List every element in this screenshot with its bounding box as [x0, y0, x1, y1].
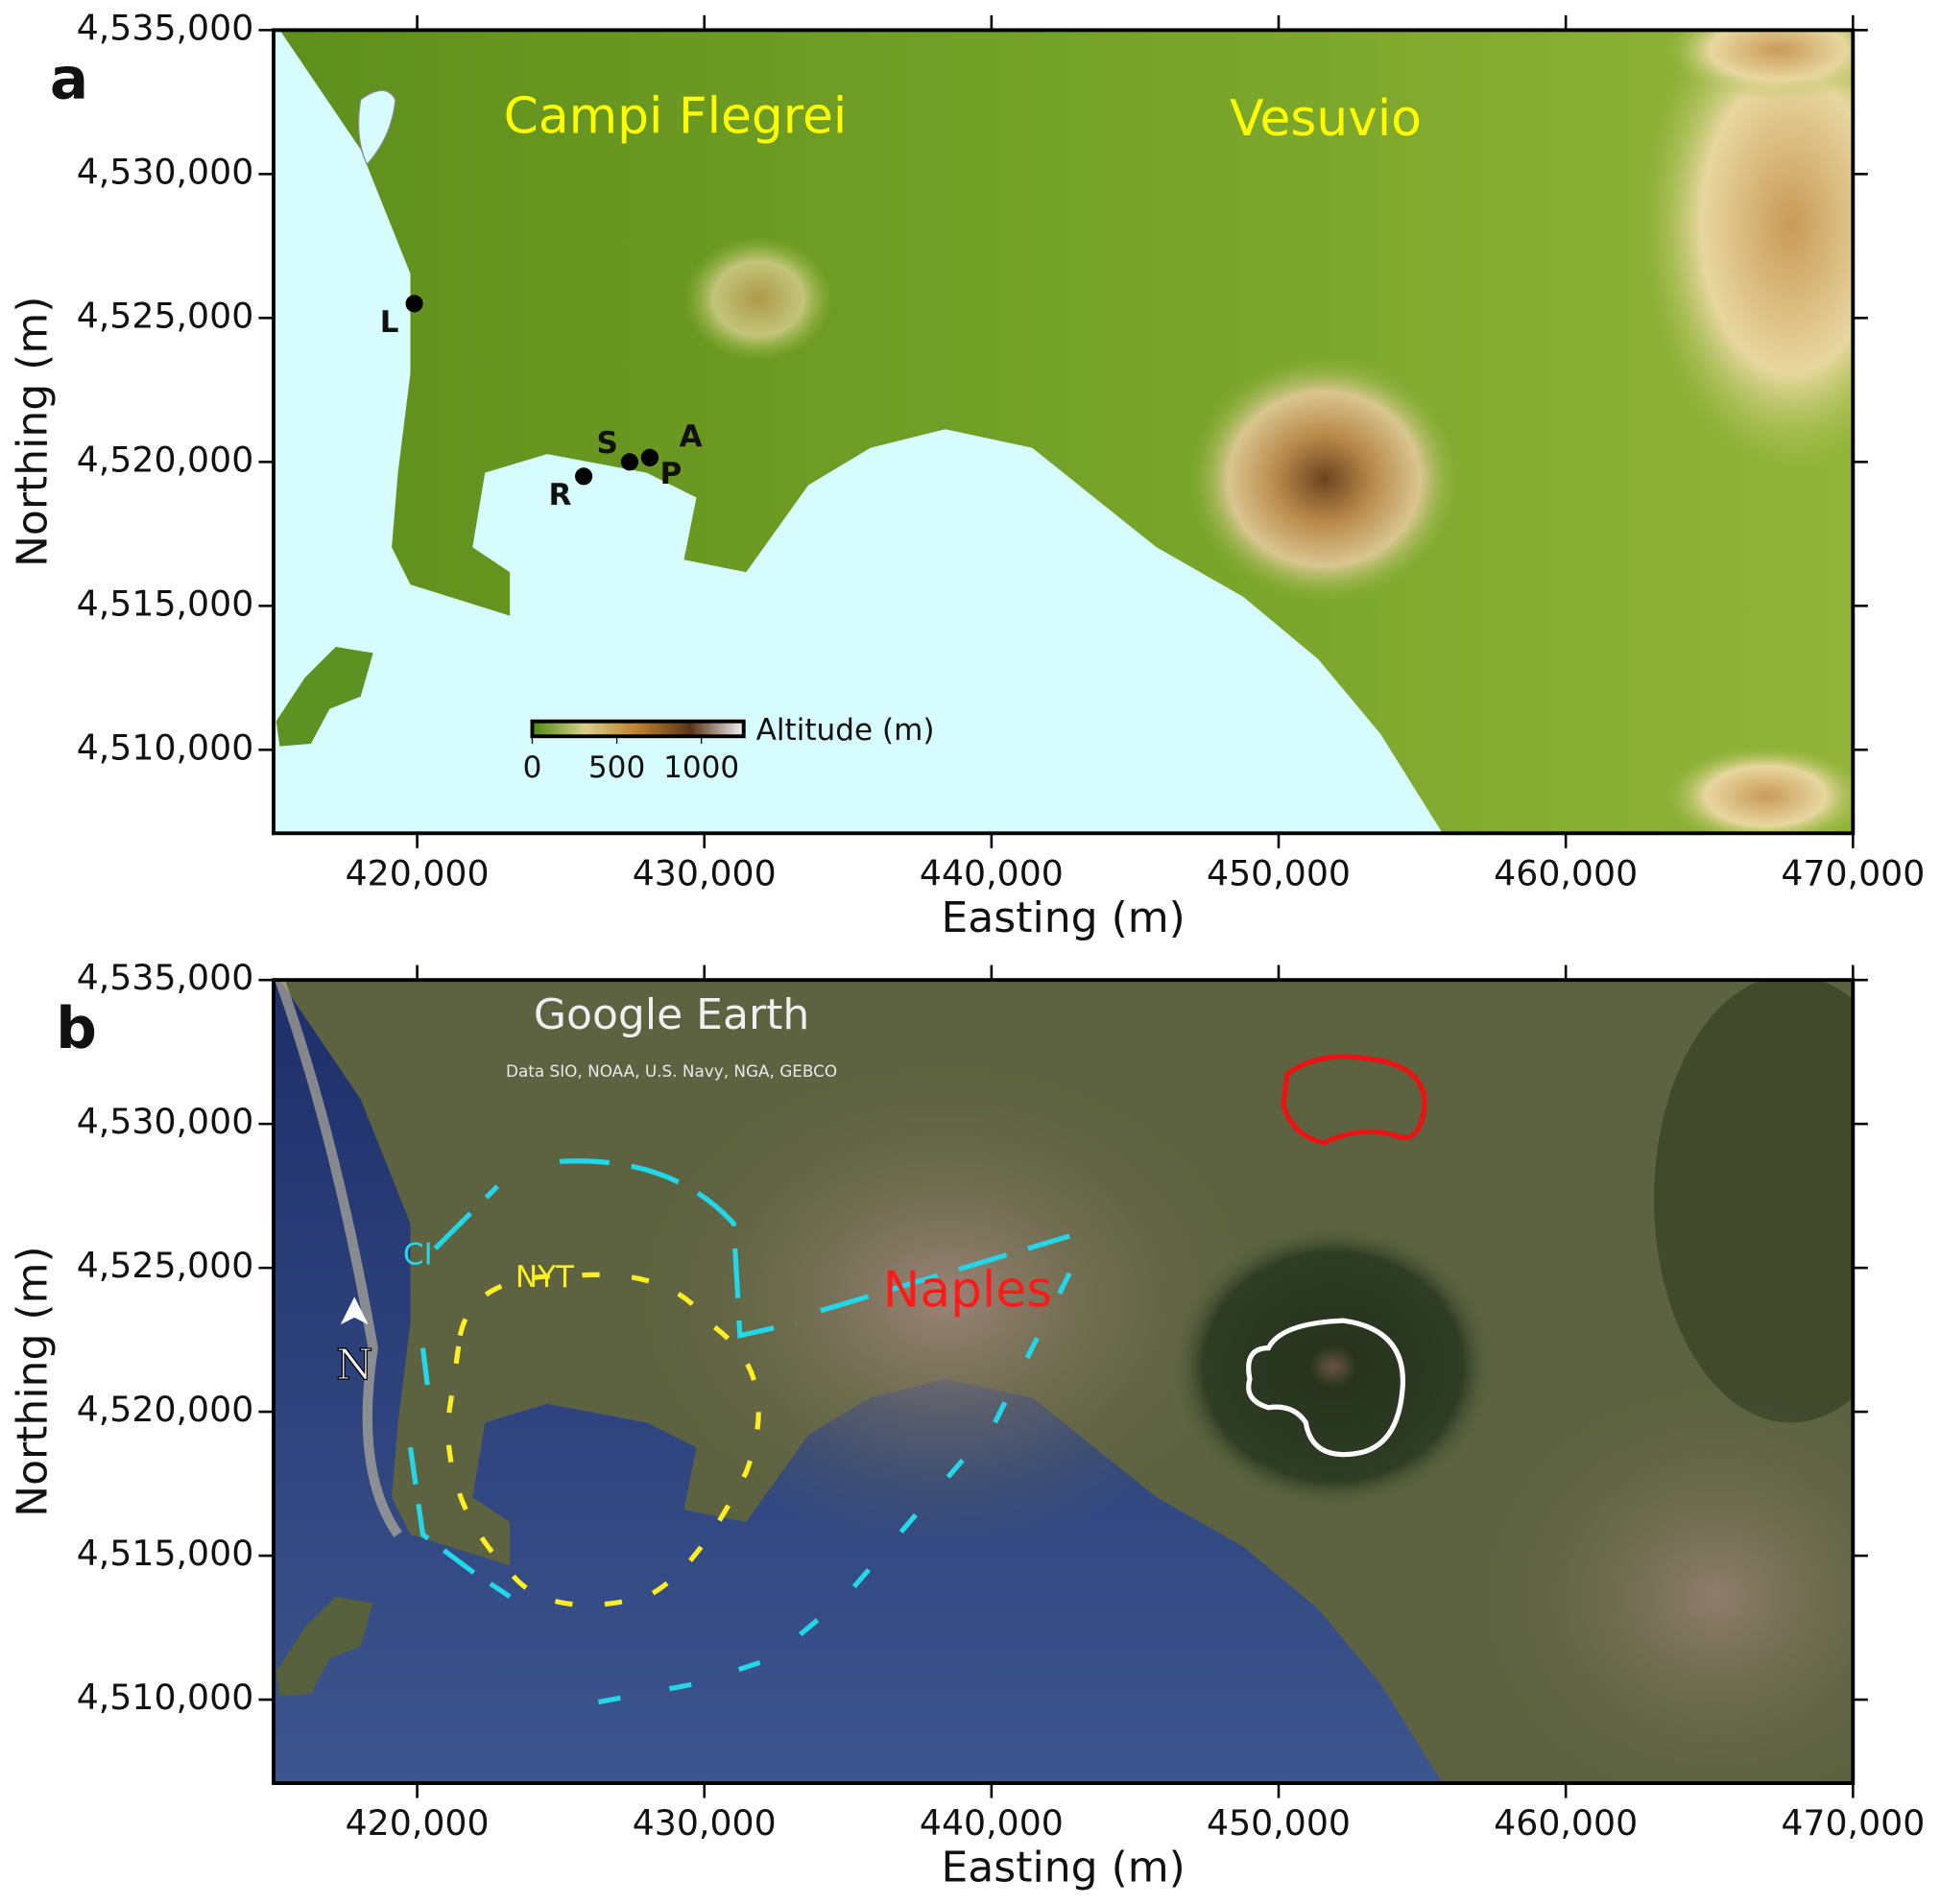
- panel-label: a: [50, 46, 88, 112]
- attribution: Data SIO, NOAA, U.S. Navy, NGA, GEBCO: [506, 1061, 837, 1081]
- x-tick-label: 440,000: [920, 1802, 1064, 1844]
- x-tick-label: 450,000: [1207, 1802, 1351, 1844]
- site-point: [575, 467, 593, 486]
- x-tick-label: 440,000: [920, 852, 1064, 893]
- colorbar: [530, 719, 746, 739]
- frame: [272, 978, 1856, 1785]
- x-tick-label: 420,000: [346, 1802, 490, 1844]
- map-annotation: NYT: [515, 1260, 575, 1295]
- satellite-map: [274, 980, 1854, 1784]
- y-tick-label: 4,510,000: [77, 1677, 254, 1718]
- x-tick-label: 460,000: [1494, 852, 1638, 893]
- map-annotation: Vesuvio: [1230, 90, 1422, 148]
- x-tick-label: 460,000: [1494, 1802, 1638, 1844]
- map-annotation: CI: [403, 1238, 433, 1273]
- watermark: Google Earth: [534, 990, 809, 1039]
- y-tick-label: 4,525,000: [77, 1245, 254, 1286]
- site-point: [640, 448, 659, 466]
- x-tick-label: 470,000: [1781, 852, 1925, 893]
- x-tick-label: 420,000: [346, 852, 490, 893]
- x-tick-label: 430,000: [633, 1802, 777, 1844]
- y-tick-label: 4,520,000: [77, 439, 254, 480]
- site-label: S: [596, 426, 617, 461]
- map-annotation: Campi Flegrei: [504, 88, 848, 146]
- x-tick-label: 450,000: [1207, 852, 1351, 893]
- x-tick-label: 470,000: [1781, 1802, 1925, 1844]
- colorbar-tick-label: 500: [588, 750, 645, 785]
- x-tick-label: 430,000: [633, 852, 777, 893]
- y-tick-label: 4,535,000: [77, 957, 254, 998]
- colorbar-tick-label: 0: [523, 750, 542, 785]
- y-tick-label: 4,515,000: [77, 1533, 254, 1574]
- site-point: [405, 295, 423, 313]
- site-label: P: [660, 457, 683, 491]
- site-label: A: [680, 419, 703, 454]
- north-arrow: N: [336, 1341, 373, 1390]
- y-tick-label: 4,535,000: [77, 7, 254, 48]
- y-axis-label: Northing (m): [8, 297, 57, 567]
- relief-map: [274, 30, 1854, 834]
- overlays: [340, 1054, 1427, 1705]
- colorbar-tick-label: 1000: [663, 750, 739, 785]
- x-axis-label: Easting (m): [941, 1844, 1185, 1892]
- y-axis-label: Northing (m): [8, 1246, 57, 1516]
- site-label: L: [380, 305, 399, 340]
- site-point: [620, 453, 639, 471]
- map-annotation: Naples: [883, 1262, 1053, 1320]
- colorbar-label: Altitude (m): [756, 713, 935, 748]
- y-tick-label: 4,530,000: [77, 151, 254, 192]
- panel-label: b: [56, 996, 97, 1062]
- site-label: R: [549, 478, 572, 512]
- y-tick-label: 4,510,000: [77, 726, 254, 768]
- x-axis-label: Easting (m): [941, 893, 1185, 942]
- y-tick-label: 4,515,000: [77, 583, 254, 624]
- y-tick-label: 4,525,000: [77, 295, 254, 336]
- y-tick-label: 4,530,000: [77, 1101, 254, 1142]
- y-tick-label: 4,520,000: [77, 1389, 254, 1430]
- frame: [272, 28, 1856, 836]
